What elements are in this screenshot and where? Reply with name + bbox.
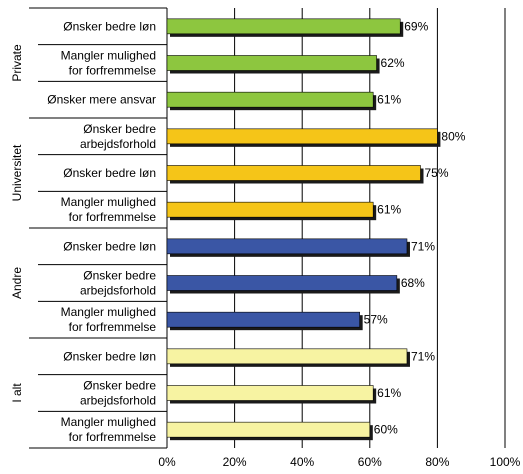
value-label: 61% xyxy=(377,386,401,400)
bar xyxy=(166,311,360,328)
category-label: for forfremmelse xyxy=(69,430,157,444)
category-label: for forfremmelse xyxy=(69,64,157,78)
value-label: 62% xyxy=(381,56,405,70)
category-label: Mangler mulighed xyxy=(61,195,156,209)
bar xyxy=(166,238,408,255)
value-label: 69% xyxy=(404,19,428,33)
bar xyxy=(166,385,374,401)
x-tick-label: 100% xyxy=(490,455,521,469)
group-label: Andre xyxy=(10,267,24,299)
value-label: 61% xyxy=(377,93,401,107)
category-label: Ønsker bedre løn xyxy=(63,239,156,253)
bar xyxy=(166,18,401,35)
x-tick-label: 40% xyxy=(290,455,314,469)
group-label: I alt xyxy=(10,383,24,403)
group-label: Universitet xyxy=(10,144,24,201)
category-label: Ønsker mere ansvar xyxy=(47,93,156,107)
value-label: 80% xyxy=(441,129,465,143)
category-label: Ønsker bedre xyxy=(83,122,156,136)
x-tick-label: 60% xyxy=(358,455,382,469)
value-label: 71% xyxy=(411,349,435,363)
x-tick-label: 0% xyxy=(158,455,176,469)
x-tick-label: 80% xyxy=(425,455,449,469)
bar xyxy=(166,91,374,108)
category-label: arbejdsforhold xyxy=(80,284,156,298)
category-label: Ønsker bedre løn xyxy=(63,349,156,363)
bar xyxy=(166,128,438,145)
category-label: Ønsker bedre løn xyxy=(63,19,156,33)
value-label: 71% xyxy=(411,239,435,253)
x-tick-label: 20% xyxy=(223,455,247,469)
value-label: 57% xyxy=(364,313,388,327)
category-label: arbejdsforhold xyxy=(80,137,156,151)
value-label: 60% xyxy=(374,423,398,437)
category-label: Ønsker bedre løn xyxy=(63,166,156,180)
category-label: for forfremmelse xyxy=(69,320,157,334)
bar xyxy=(166,55,377,71)
group-label: Private xyxy=(10,44,24,82)
value-label: 68% xyxy=(401,276,425,290)
category-label: Mangler mulighed xyxy=(61,415,156,429)
value-label: 75% xyxy=(425,166,449,180)
bar xyxy=(166,165,421,181)
category-label: Mangler mulighed xyxy=(61,305,156,319)
bar xyxy=(166,201,374,218)
category-label: Mangler mulighed xyxy=(61,49,156,63)
bar xyxy=(166,348,408,365)
category-label: arbejdsforhold xyxy=(80,394,156,408)
bar xyxy=(166,421,371,438)
category-label: Ønsker bedre xyxy=(83,379,156,393)
value-label: 61% xyxy=(377,203,401,217)
category-label: Ønsker bedre xyxy=(83,269,156,283)
category-label: for forfremmelse xyxy=(69,210,157,224)
bar xyxy=(166,275,398,291)
